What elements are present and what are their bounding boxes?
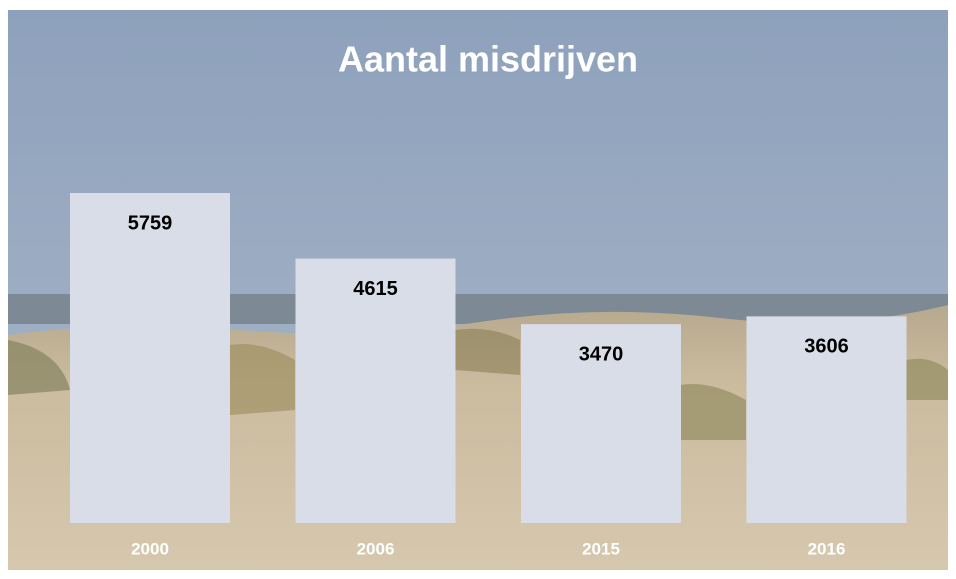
x-tick-label: 2015 [582,539,620,558]
value-label: 3470 [579,343,624,365]
chart: Aantal misdrijven 5759 2000 4615 2006 3470 20… [0,0,956,579]
x-tick-label: 2016 [808,539,846,558]
value-label: 4615 [353,278,398,300]
x-tick-label: 2000 [131,539,169,558]
value-label: 5759 [128,212,173,234]
x-tick-label: 2006 [357,539,395,558]
chart-title: Aantal misdrijven [338,39,638,80]
value-label: 3606 [804,336,849,358]
page: {"chart_data": {"type": "bar", "title": … [0,0,956,579]
bar [70,193,230,523]
